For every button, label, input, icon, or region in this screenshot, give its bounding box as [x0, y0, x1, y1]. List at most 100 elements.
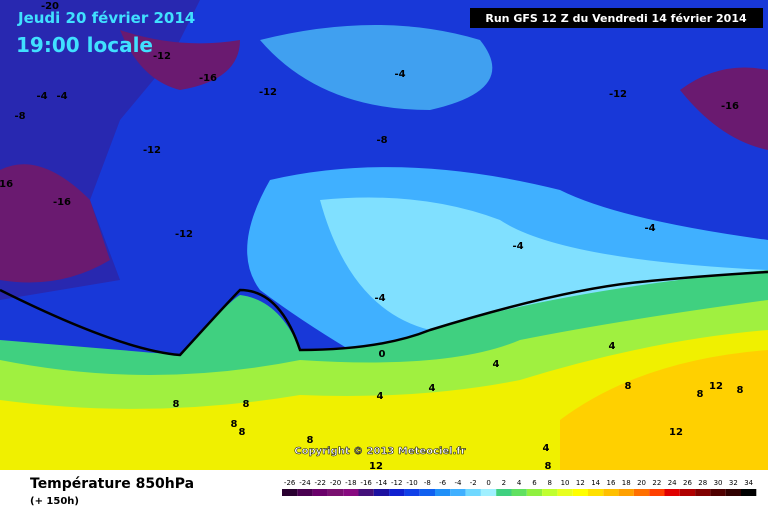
scale-swatch	[343, 489, 359, 496]
contour-label: -16	[199, 73, 217, 84]
time-title: 19:00 locale	[16, 33, 153, 57]
run-box	[470, 8, 763, 28]
scale-label: -24	[299, 479, 311, 487]
contour-label: -16	[721, 101, 739, 112]
scale-swatch	[511, 489, 527, 496]
scale-label: 22	[652, 479, 661, 487]
scale-swatch	[496, 489, 512, 496]
scale-label: 8	[548, 479, 552, 487]
scale-swatch	[526, 489, 543, 496]
scale-swatch	[695, 489, 711, 496]
color-scale: -26 -24 -22 -20 -18 -16 -14 -12 -10 -8 -6 -4 -2 0 2 4 6 8…	[282, 479, 757, 496]
scale-swatch	[741, 489, 757, 496]
scale-label: 28	[698, 479, 707, 487]
footer-subtitle: (+ 150h)	[30, 496, 79, 507]
contour-label: 8	[697, 389, 704, 400]
scale-swatch	[435, 489, 451, 496]
contour-label: -20	[41, 1, 59, 12]
scale-label: 30	[714, 479, 723, 487]
contour-label: 4	[377, 391, 384, 402]
contour-label: -4	[394, 69, 405, 80]
scale-swatch	[465, 489, 481, 496]
contour-label: 0	[379, 349, 386, 360]
scale-swatch	[557, 489, 573, 496]
scale-label: -22	[315, 479, 326, 487]
scale-label: 26	[683, 479, 692, 487]
scale-label: -10	[406, 479, 417, 487]
scale-swatch	[282, 489, 298, 496]
contour-label: 8	[243, 399, 250, 410]
scale-label: 10	[561, 479, 570, 487]
contour-label: -8	[376, 135, 387, 146]
scale-swatch	[725, 489, 741, 496]
scale-swatch	[542, 489, 558, 496]
contour-label: -4	[56, 91, 67, 102]
contour-label: -16	[53, 197, 71, 208]
contour-label: -8	[14, 111, 25, 122]
contour-label: 8	[231, 419, 238, 430]
scale-swatch	[312, 489, 328, 496]
contour-label: -12	[609, 89, 627, 100]
contour-label: 8	[173, 399, 180, 410]
scale-swatch	[389, 489, 405, 496]
contour-label: -4	[644, 223, 655, 234]
scale-swatch	[572, 489, 588, 496]
scale-label: 16	[606, 479, 615, 487]
scale-swatch	[618, 489, 634, 496]
contour-label: -12	[153, 51, 171, 62]
scale-swatch	[679, 489, 696, 496]
contour-label: -4	[36, 91, 47, 102]
scale-swatch	[664, 489, 680, 496]
scale-label: 20	[637, 479, 646, 487]
scale-swatch	[327, 489, 344, 496]
copyright: Copyright © 2013 Meteociel.fr	[294, 446, 465, 457]
contour-label: 12	[369, 461, 383, 472]
contour-label: -12	[259, 87, 277, 98]
contour-label: -4	[512, 241, 523, 252]
scale-swatch	[710, 489, 726, 496]
contour-label: 12	[709, 381, 723, 392]
scale-label: -8	[424, 479, 431, 487]
scale-label: 12	[576, 479, 585, 487]
contour-label: 4	[609, 341, 616, 352]
scale-swatch	[373, 489, 390, 496]
scale-swatch	[633, 489, 650, 496]
contour-label: 8	[625, 381, 632, 392]
contour-label: 4	[429, 383, 436, 394]
scale-label: -2	[470, 479, 477, 487]
scale-swatch	[603, 489, 619, 496]
scale-label: -12	[391, 479, 402, 487]
contour-label: -12	[175, 229, 193, 240]
contour-label: 4	[543, 443, 550, 454]
scale-label: 34	[744, 479, 753, 487]
scale-label: 4	[517, 479, 522, 487]
scale-label: -18	[345, 479, 356, 487]
contour-label: 8	[307, 435, 314, 446]
scale-label: -20	[330, 479, 341, 487]
scale-label: 24	[668, 479, 677, 487]
scale-label: -16	[360, 479, 372, 487]
scale-label: 0	[486, 479, 490, 487]
scale-label: 18	[622, 479, 631, 487]
contour-label: 8	[239, 427, 246, 438]
scale-label: -14	[376, 479, 388, 487]
contour-label: -12	[143, 145, 161, 156]
scale-swatch	[649, 489, 665, 496]
scale-label: 6	[532, 479, 537, 487]
map-background	[0, 0, 768, 470]
footer-title: Température 850hPa	[30, 476, 194, 492]
scale-label: -26	[284, 479, 296, 487]
contour-label: 8	[737, 385, 744, 396]
contour-label: -4	[374, 293, 385, 304]
contour-label: 8	[545, 461, 552, 472]
scale-label: 2	[502, 479, 506, 487]
contour-label: 4	[493, 359, 500, 370]
scale-label: -4	[454, 479, 462, 487]
scale-swatch	[297, 489, 313, 496]
scale-swatch	[404, 489, 420, 496]
contour-label: -16	[0, 179, 13, 190]
scale-label: 14	[591, 479, 600, 487]
contour-label: 12	[669, 427, 683, 438]
date-title: Jeudi 20 février 2014	[17, 9, 195, 27]
